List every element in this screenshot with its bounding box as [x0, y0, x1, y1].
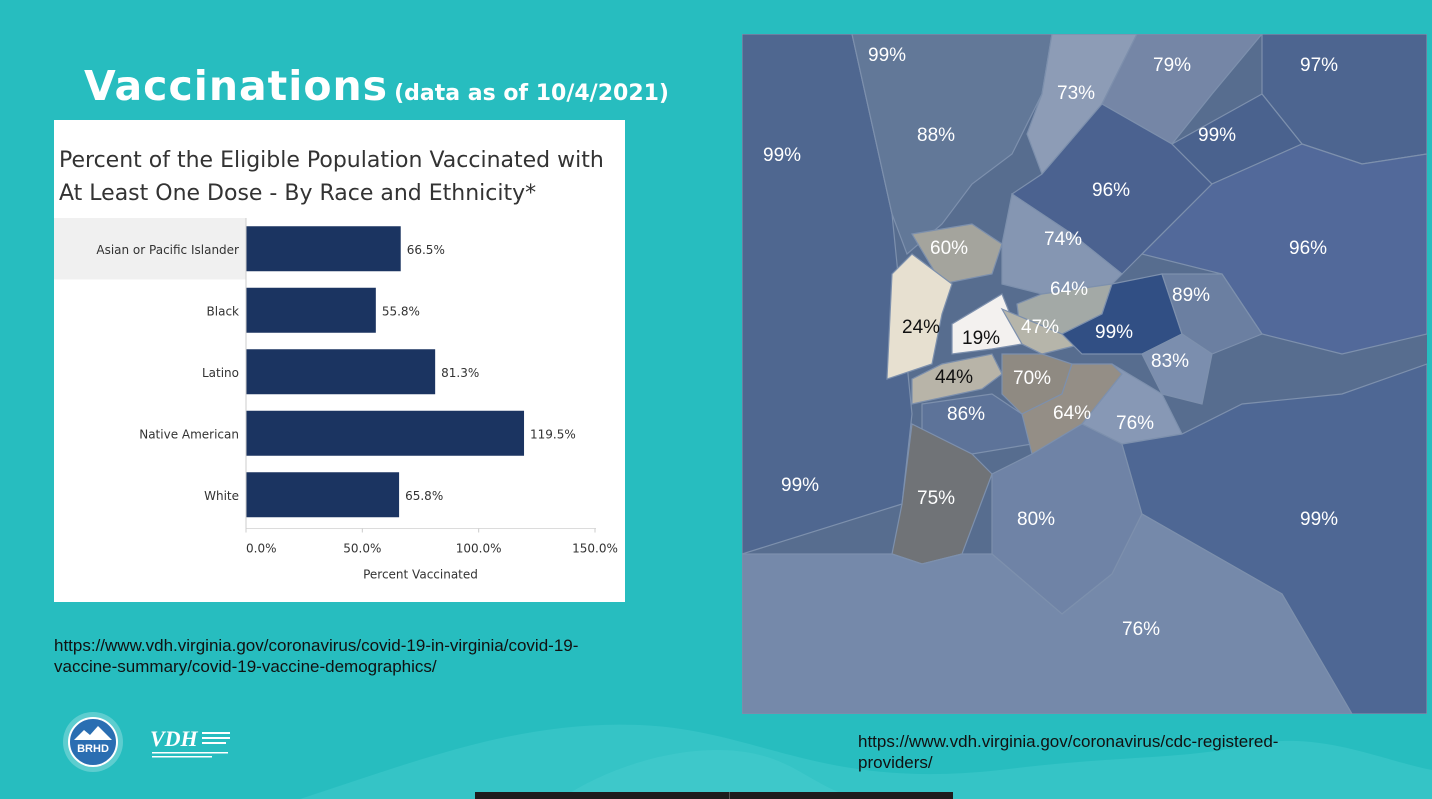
map-label: 74%	[1044, 229, 1082, 250]
map-label: 99%	[763, 145, 801, 166]
map-label: 60%	[930, 238, 968, 259]
region-47	[1000, 307, 1084, 355]
data-label: 66.5%	[407, 243, 445, 257]
category-label: Asian or Pacific Islander	[96, 243, 239, 257]
map-label: 76%	[1116, 413, 1154, 434]
chart-title: Percent of the Eligible Population Vacci…	[59, 148, 604, 206]
bar-chart: Asian or Pacific Islander 66.5% Black 55.8%…	[54, 218, 618, 582]
category-label: Native American	[139, 427, 239, 441]
map-label: 99%	[1198, 125, 1236, 146]
bar	[246, 349, 436, 395]
map-label: 99%	[781, 475, 819, 496]
map-label: 99%	[868, 45, 906, 66]
data-label: 65.8%	[405, 489, 443, 503]
bar	[246, 472, 400, 518]
map-label: 99%	[1095, 322, 1133, 343]
region-west	[742, 34, 913, 555]
map-label: 19%	[962, 328, 1000, 349]
map-label: 44%	[935, 367, 973, 388]
x-axis-label: Percent Vaccinated	[363, 568, 478, 582]
x-tick-label: 100.0%	[456, 542, 502, 556]
map-label: 64%	[1050, 279, 1088, 300]
map-regions	[742, 34, 1427, 714]
map-label: 75%	[917, 488, 955, 509]
map-label: 99%	[1300, 509, 1338, 530]
slide-subtitle: (data as of 10/4/2021)	[394, 81, 669, 106]
brhd-logo: BRHD	[63, 712, 123, 772]
x-tick-label: 150.0%	[572, 542, 618, 556]
map-label: 88%	[917, 125, 955, 146]
category-label: Latino	[202, 366, 239, 380]
bar	[246, 287, 376, 333]
bar-chart-card: Percent of the Eligible Population Vacci…	[54, 120, 625, 602]
logos: BRHD VDH	[60, 712, 240, 777]
taskbar-strip	[475, 792, 953, 799]
region-83	[1141, 333, 1213, 405]
map-percent-labels: 99% 79% 97% 73% 88% 99% 99% 96% 60% 74% …	[763, 45, 1338, 640]
source-link-left[interactable]: https://www.vdh.virginia.gov/coronavirus…	[54, 636, 579, 676]
map-label: 79%	[1153, 55, 1191, 76]
map-label: 80%	[1017, 509, 1055, 530]
map-label: 47%	[1021, 317, 1059, 338]
map-label: 96%	[1092, 180, 1130, 201]
map-label: 97%	[1300, 55, 1338, 76]
region-24	[886, 253, 953, 380]
source-link-right[interactable]: https://www.vdh.virginia.gov/coronavirus…	[858, 732, 1279, 772]
brhd-logo-text: BRHD	[77, 743, 109, 755]
map-label: 73%	[1057, 83, 1095, 104]
region-76-south	[742, 513, 1353, 714]
data-label: 55.8%	[382, 304, 420, 318]
data-label: 81.3%	[441, 366, 479, 380]
map-label: 89%	[1172, 285, 1210, 306]
category-label: White	[204, 489, 239, 503]
vaccination-choropleth-map: 99% 79% 97% 73% 88% 99% 99% 96% 60% 74% …	[742, 34, 1427, 714]
x-tick-label: 0.0%	[246, 542, 277, 556]
category-label: Black	[207, 304, 240, 318]
data-label: 119.5%	[530, 427, 576, 441]
x-tick-label: 50.0%	[343, 542, 381, 556]
bar	[246, 226, 401, 272]
highlight-band	[54, 218, 246, 280]
region-96-east	[1140, 143, 1427, 355]
region-89	[1161, 273, 1263, 355]
brhd-vdh-logos: BRHD VDH	[63, 712, 230, 772]
map-label: 24%	[902, 317, 940, 338]
slide-title-main: Vaccinations	[84, 62, 389, 110]
region-19	[951, 293, 1023, 355]
map-label: 70%	[1013, 368, 1051, 389]
region-map: 99% 79% 97% 73% 88% 99% 99% 96% 60% 74% …	[742, 34, 1427, 714]
map-label: 83%	[1151, 351, 1189, 372]
vdh-logo: VDH	[150, 726, 230, 758]
vdh-logo-text: VDH	[150, 726, 199, 751]
map-label: 86%	[947, 404, 985, 425]
bar	[246, 410, 525, 456]
map-label: 76%	[1122, 619, 1160, 640]
map-label: 96%	[1289, 238, 1327, 259]
map-label: 64%	[1053, 403, 1091, 424]
slide-title: Vaccinations (data as of 10/4/2021)	[84, 62, 669, 110]
